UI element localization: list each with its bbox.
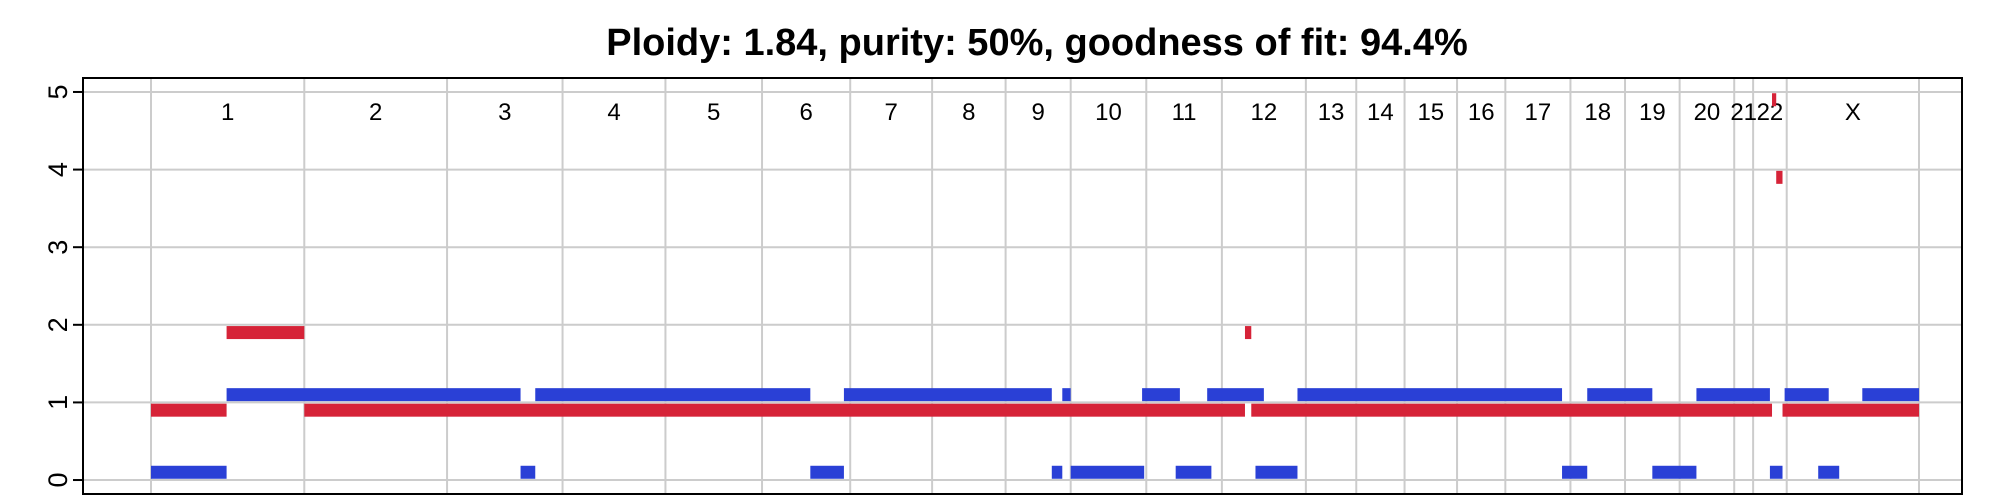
blue-segment (1255, 465, 1298, 479)
blue-segment (1696, 388, 1770, 402)
chromosome-label: 3 (498, 99, 511, 126)
blue-segment (1562, 465, 1588, 479)
red-segment (304, 403, 1245, 417)
chromosome-label: X (1845, 99, 1861, 126)
blue-segment (520, 465, 536, 479)
blue-segment (1297, 388, 1563, 402)
chromosome-label: 1 (221, 99, 234, 126)
chromosome-label: 21 (1730, 99, 1757, 126)
chromosome-label: 17 (1525, 99, 1552, 126)
blue-segment (1051, 465, 1063, 479)
blue-segment (535, 388, 811, 402)
y-tick-label: 3 (43, 240, 73, 255)
blue-segment (810, 465, 844, 479)
y-tick-label: 2 (43, 317, 73, 332)
y-tick-label: 1 (43, 395, 73, 410)
blue-segment (1070, 465, 1145, 479)
blue-segment (1769, 465, 1783, 479)
chart-title: Ploidy: 1.84, purity: 50%, goodness of f… (606, 22, 1468, 64)
red-segment (1251, 403, 1773, 417)
blue-segment (1062, 388, 1071, 402)
blue-segment (1175, 465, 1212, 479)
red-segment (1772, 93, 1777, 107)
blue-segment (1587, 388, 1653, 402)
red-segment (151, 403, 227, 417)
chromosome-label: 2 (369, 99, 382, 126)
chromosome-label: 5 (707, 99, 720, 126)
y-tick-label: 4 (43, 162, 73, 177)
blue-segment (226, 388, 521, 402)
blue-segment (1818, 465, 1840, 479)
chromosome-labels: 1 2 3 4 5 6 7 8 9 10 11 12 13 14 15 16 17 18 19 20 21 22 X (221, 99, 1861, 126)
y-tick-label: 0 (43, 473, 73, 488)
chromosome-label: 9 (1031, 99, 1044, 126)
red-segment (1782, 403, 1919, 417)
blue-segment (1142, 388, 1180, 402)
gridlines (83, 78, 1962, 494)
chromosome-label: 15 (1417, 99, 1444, 126)
chromosome-label: 19 (1639, 99, 1666, 126)
red-segment (1776, 170, 1783, 184)
chromosome-label: 18 (1584, 99, 1611, 126)
chromosome-label: 7 (884, 99, 897, 126)
segments (151, 93, 1919, 479)
blue-segment (1784, 388, 1829, 402)
chromosome-label: 11 (1172, 99, 1197, 126)
blue-segment (1207, 388, 1264, 402)
chromosome-label: 16 (1468, 99, 1495, 126)
chromosome-label: 13 (1318, 99, 1345, 126)
blue-segment (151, 465, 227, 479)
blue-segment (1652, 465, 1697, 479)
chromosome-label: 22 (1757, 99, 1784, 126)
red-segment (1244, 326, 1252, 340)
chromosome-label: 14 (1367, 99, 1394, 126)
blue-segment (843, 388, 1052, 402)
blue-segment (1862, 388, 1919, 402)
red-segment (226, 326, 305, 340)
chromosome-label: 10 (1095, 99, 1122, 126)
chromosome-label: 8 (962, 99, 975, 126)
chromosome-label: 4 (607, 99, 620, 126)
chromosome-label: 20 (1694, 99, 1721, 126)
plot-frame (82, 77, 1963, 495)
chromosome-label: 6 (799, 99, 812, 126)
y-tick-label: 5 (43, 84, 73, 99)
chromosome-label: 12 (1251, 99, 1278, 126)
